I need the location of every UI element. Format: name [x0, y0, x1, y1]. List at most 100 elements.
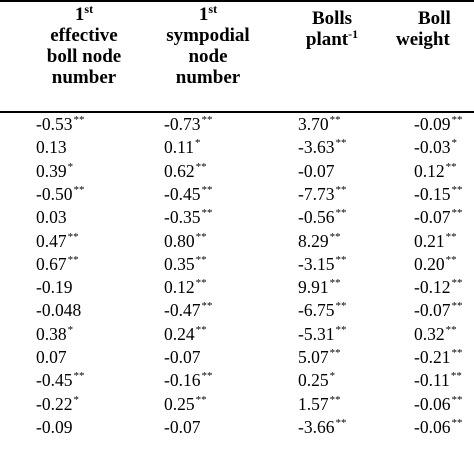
cell-value: -0.47: [164, 300, 201, 321]
table-cell: -3.15**: [298, 253, 346, 276]
table-cell: 0.24**: [164, 323, 207, 346]
cell-value: -0.07: [164, 416, 201, 437]
cell-value: -0.56: [298, 207, 335, 228]
table-cell: -0.21**: [414, 346, 462, 369]
significance-marker: **: [73, 370, 85, 383]
cell-value: 0.20: [414, 253, 445, 274]
cell-value: -0.21: [414, 347, 451, 367]
significance-marker: **: [195, 323, 207, 336]
significance-marker: **: [73, 114, 85, 126]
table-row: -0.53** -0.73** 3.70** -0.09**: [0, 113, 474, 136]
significance-marker: **: [451, 300, 463, 313]
table-cell: -0.50**: [36, 183, 84, 206]
table-row: 0.07 -0.07 5.07** -0.21**: [0, 346, 474, 369]
significance-marker: **: [195, 277, 207, 290]
column-header-boll-weight: Boll weight: [396, 8, 451, 50]
table-cell: -0.07: [164, 346, 200, 369]
cell-value: 0.32: [414, 323, 445, 344]
cell-value: 0.67: [36, 253, 67, 274]
table-row: -0.09 -0.07 -3.66** -0.06**: [0, 416, 474, 439]
significance-marker: **: [451, 393, 463, 406]
cell-value: -5.31: [298, 323, 335, 344]
table-cell: -0.73**: [164, 113, 212, 136]
table-row: 0.38* 0.24** -5.31** 0.32**: [0, 323, 474, 346]
significance-marker: **: [195, 393, 207, 406]
table-cell: -0.19: [36, 276, 72, 299]
cell-value: 0.12: [414, 160, 445, 181]
table-cell: 0.62**: [164, 160, 207, 183]
table-cell: -0.12**: [414, 276, 462, 299]
cell-value: 0.03: [36, 207, 67, 228]
table-cell: -0.07: [298, 160, 334, 183]
cell-value: 0.11: [164, 137, 194, 158]
header-rule: [0, 111, 474, 113]
table-cell: -0.53**: [36, 113, 84, 136]
table-row: 0.47** 0.80** 8.29** 0.21**: [0, 230, 474, 253]
cell-value: -0.07: [164, 347, 201, 367]
significance-marker: **: [335, 207, 347, 220]
cell-value: -0.11: [414, 370, 450, 391]
cell-value: -0.53: [36, 114, 73, 134]
cell-value: -0.73: [164, 114, 201, 134]
significance-marker: **: [329, 277, 341, 290]
table-cell: 9.91**: [298, 276, 341, 299]
cell-value: -0.19: [36, 277, 73, 298]
significance-marker: **: [451, 277, 463, 290]
cell-value: 8.29: [298, 230, 329, 251]
table-cell: 8.29**: [298, 230, 341, 253]
cell-value: -0.09: [414, 114, 451, 134]
cell-value: -0.45: [36, 370, 73, 391]
significance-marker: **: [335, 183, 347, 196]
significance-marker: **: [201, 114, 213, 126]
table-cell: -0.07: [164, 416, 200, 439]
table-cell: 0.67**: [36, 253, 79, 276]
significance-marker: **: [335, 137, 347, 150]
table-cell: -0.09**: [414, 113, 462, 136]
table-cell: 0.12**: [164, 276, 207, 299]
significance-marker: *: [67, 323, 74, 336]
cell-value: -0.45: [164, 183, 201, 204]
significance-marker: **: [329, 393, 341, 406]
cell-value: -7.73: [298, 183, 335, 204]
significance-marker: **: [329, 347, 341, 359]
cell-value: 0.07: [36, 347, 67, 367]
table-row: 0.39* 0.62** -0.07 0.12**: [0, 160, 474, 183]
significance-marker: **: [195, 230, 207, 243]
cell-value: 3.70: [298, 114, 329, 134]
table-row: -0.048 -0.47** -6.75** -0.07**: [0, 299, 474, 322]
cell-value: 0.38: [36, 323, 67, 344]
cell-value: -0.048: [36, 300, 82, 321]
table-cell: 0.21**: [414, 230, 457, 253]
significance-marker: **: [451, 347, 463, 359]
cell-value: -0.16: [164, 370, 201, 391]
significance-marker: **: [445, 253, 457, 266]
table-cell: -0.47**: [164, 299, 212, 322]
table-cell: -0.048: [36, 299, 81, 322]
cell-value: 9.91: [298, 277, 329, 298]
significance-marker: *: [451, 137, 457, 150]
table-cell: -0.03*: [414, 136, 457, 159]
cell-value: -6.75: [298, 300, 335, 321]
table-cell: 0.12**: [414, 160, 457, 183]
cell-value: 5.07: [298, 347, 329, 367]
table-row: -0.45** -0.16** 0.25* -0.11**: [0, 369, 474, 392]
cell-value: -0.06: [414, 416, 451, 437]
significance-marker: **: [201, 183, 213, 196]
table-cell: 0.39*: [36, 160, 73, 183]
table-cell: 1.57**: [298, 393, 341, 416]
cell-value: -0.06: [414, 393, 451, 414]
cell-value: 0.13: [36, 137, 67, 158]
table-cell: 5.07**: [298, 346, 341, 369]
table-cell: 0.13: [36, 136, 67, 159]
table-row: 0.67** 0.35** -3.15** 0.20**: [0, 253, 474, 276]
table-row: -0.19 0.12** 9.91** -0.12**: [0, 276, 474, 299]
table-row: -0.50** -0.45** -7.73** -0.15**: [0, 183, 474, 206]
significance-marker: **: [451, 416, 463, 429]
table-cell: 0.07: [36, 346, 67, 369]
significance-marker: **: [451, 183, 463, 196]
table-cell: -6.75**: [298, 299, 346, 322]
cell-value: -3.63: [298, 137, 335, 158]
significance-marker: **: [445, 323, 457, 336]
cell-value: -0.12: [414, 277, 451, 298]
table-cell: 0.25**: [164, 393, 207, 416]
